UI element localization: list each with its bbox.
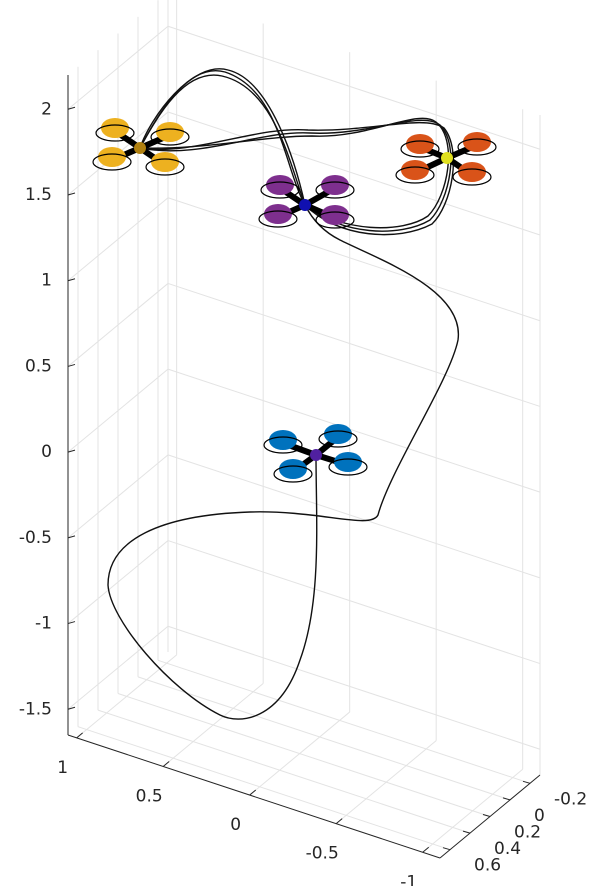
y-tick — [522, 780, 531, 784]
quadrotor — [263, 424, 368, 483]
trajectory-line — [107, 204, 459, 720]
grid-line — [167, 540, 541, 665]
y-tick-label: 0 — [534, 806, 545, 826]
z-tick-label: 0.5 — [25, 356, 52, 376]
rotor-ring — [145, 158, 185, 176]
quadrotor — [395, 132, 497, 186]
grid-line — [167, 25, 541, 150]
grid-line — [167, 454, 541, 579]
axes: -1.5-1-0.500.511.5210.50-0.5-1-0.200.20.… — [19, 75, 587, 886]
rotor-ring — [328, 458, 368, 476]
x-tick — [76, 732, 83, 739]
rotor-ring — [258, 210, 298, 228]
rotor — [279, 459, 307, 479]
hub — [299, 199, 311, 211]
x-tick-label: 0.5 — [136, 786, 163, 806]
x-tick — [422, 846, 430, 853]
rotor-ring — [273, 465, 313, 483]
rotor — [101, 118, 129, 138]
grid — [67, 0, 541, 853]
rotor — [269, 430, 297, 450]
rotor — [321, 175, 349, 195]
x-axis — [67, 734, 441, 859]
hub — [441, 152, 453, 164]
y-tick-label: 0.2 — [514, 823, 541, 843]
y-tick — [462, 830, 471, 834]
z-tick-label: 1 — [41, 271, 52, 291]
rotor — [264, 204, 292, 224]
rotor-ring — [457, 138, 497, 156]
rotor — [463, 132, 491, 152]
grid-line — [167, 111, 541, 236]
rotor — [321, 205, 349, 225]
z-tick — [67, 278, 76, 282]
rotor-ring — [315, 181, 355, 199]
grid-line — [117, 693, 491, 817]
rotor-ring — [150, 128, 190, 146]
rotor-ring — [263, 436, 303, 454]
z-tick-label: 1.5 — [25, 185, 52, 205]
grid-line — [167, 368, 541, 493]
x-tick-label: 0 — [230, 815, 241, 835]
quadrotor — [92, 118, 190, 176]
z-tick-label: -1.5 — [19, 699, 52, 719]
z-tick — [67, 706, 76, 710]
x-tick — [249, 789, 256, 796]
grid-line — [167, 282, 541, 407]
x-tick-label: -0.5 — [306, 844, 339, 864]
rotor-ring — [95, 124, 135, 142]
trajectory-line — [139, 68, 450, 229]
x-tick — [162, 761, 170, 767]
rotor — [266, 175, 294, 195]
grid-line — [77, 726, 451, 851]
x-tick — [335, 818, 343, 825]
z-tick — [67, 192, 76, 196]
grid-line — [167, 197, 541, 322]
rotor — [156, 122, 184, 142]
z-tick — [67, 535, 76, 539]
y-tick — [502, 797, 511, 801]
rotor — [98, 147, 126, 167]
rotor — [151, 152, 179, 172]
rotor — [324, 424, 352, 444]
z-tick — [67, 106, 76, 110]
z-tick-label: -1 — [35, 614, 52, 634]
rotor-ring — [315, 211, 355, 229]
y-tick-label: 0.6 — [474, 856, 501, 876]
z-tick — [67, 363, 76, 367]
rotor-ring — [452, 168, 492, 186]
y-tick-label: -0.2 — [554, 789, 587, 809]
trajectory-line — [138, 74, 455, 236]
trajectory-line — [138, 69, 452, 232]
rotor — [334, 452, 362, 472]
z-tick — [67, 621, 76, 625]
y-tick-label: 0.4 — [494, 839, 521, 859]
grid-line — [157, 659, 531, 784]
z-tick-label: -0.5 — [19, 528, 52, 548]
hub — [310, 449, 322, 461]
rotor — [401, 160, 429, 180]
grid-line — [167, 625, 541, 750]
rotor — [406, 134, 434, 154]
x-tick-label: 1 — [57, 758, 68, 778]
x-tick-label: -1 — [400, 872, 417, 886]
quadrotor — [258, 175, 355, 229]
z-tick-label: 0 — [41, 442, 52, 462]
rotor-ring — [395, 166, 435, 184]
rotor-ring — [92, 153, 132, 171]
y-tick — [482, 814, 491, 817]
grid-line — [97, 709, 471, 834]
quadrotors — [92, 118, 497, 483]
rotor — [458, 162, 486, 182]
rotor-ring — [260, 181, 300, 199]
rotor-ring — [400, 140, 440, 158]
hub — [134, 142, 146, 154]
z-tick — [67, 449, 76, 453]
y-tick — [442, 847, 451, 851]
rotor-ring — [318, 430, 358, 448]
z-tick-label: 2 — [41, 99, 52, 119]
trajectory — [107, 68, 459, 720]
grid-line — [137, 676, 511, 801]
